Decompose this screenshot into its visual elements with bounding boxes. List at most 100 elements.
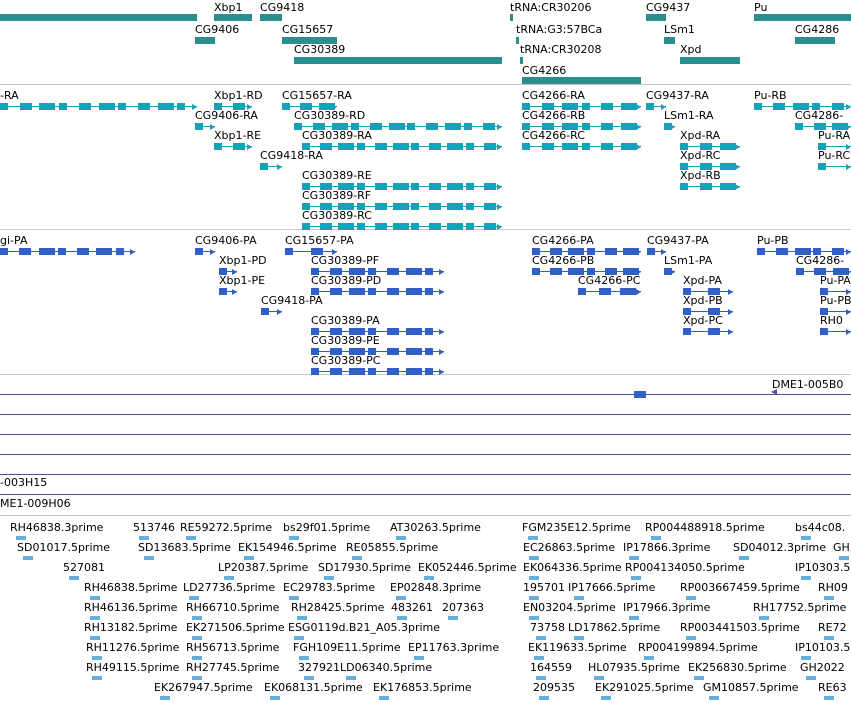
protein-exon[interactable] xyxy=(330,368,342,375)
gene-bar[interactable] xyxy=(646,14,666,21)
transcript-exon[interactable] xyxy=(484,143,496,150)
est-bar[interactable] xyxy=(144,556,154,560)
protein-exon[interactable] xyxy=(368,348,376,355)
protein-exon[interactable] xyxy=(820,288,828,295)
protein-exon[interactable] xyxy=(330,328,342,335)
transcript-exon[interactable] xyxy=(429,223,441,230)
transcript-exon[interactable] xyxy=(522,103,530,110)
transcript-exon[interactable] xyxy=(411,143,419,150)
transcript-exon[interactable] xyxy=(320,203,332,210)
est-bar[interactable] xyxy=(396,536,406,540)
transcript-exon[interactable] xyxy=(351,123,359,130)
protein-exon[interactable] xyxy=(311,348,319,355)
transcript-exon[interactable] xyxy=(445,123,461,130)
protein-exon[interactable] xyxy=(425,328,433,335)
transcript-exon[interactable] xyxy=(393,203,409,210)
transcript-exon[interactable] xyxy=(338,223,354,230)
transcript-exon[interactable] xyxy=(393,143,409,150)
est-bar[interactable] xyxy=(534,656,544,660)
protein-exon[interactable] xyxy=(578,288,586,295)
protein-exon[interactable] xyxy=(96,248,112,255)
est-bar[interactable] xyxy=(448,616,458,620)
transcript-exon[interactable] xyxy=(720,143,736,150)
est-bar[interactable] xyxy=(601,696,611,700)
transcript-exon[interactable] xyxy=(158,103,174,110)
transcript-exon[interactable] xyxy=(562,143,578,150)
transcript-exon[interactable] xyxy=(680,183,688,190)
protein-exon[interactable] xyxy=(311,328,319,335)
protein-exon[interactable] xyxy=(833,268,849,275)
protein-exon[interactable] xyxy=(387,268,399,275)
est-bar[interactable] xyxy=(536,676,546,680)
transcript-exon[interactable] xyxy=(357,183,365,190)
transcript-exon[interactable] xyxy=(214,103,222,110)
transcript-exon[interactable] xyxy=(302,203,310,210)
est-bar[interactable] xyxy=(424,576,434,580)
est-bar[interactable] xyxy=(294,636,304,640)
transcript-exon[interactable] xyxy=(562,103,578,110)
transcript-exon[interactable] xyxy=(447,203,463,210)
transcript-exon[interactable] xyxy=(393,183,409,190)
transcript-exon[interactable] xyxy=(484,223,496,230)
est-bar[interactable] xyxy=(801,576,811,580)
est-bar[interactable] xyxy=(759,616,769,620)
est-bar[interactable] xyxy=(23,556,33,560)
transcript-exon[interactable] xyxy=(621,123,637,130)
transcript-exon[interactable] xyxy=(39,103,55,110)
est-bar[interactable] xyxy=(414,656,424,660)
gene-bar[interactable] xyxy=(516,37,519,44)
est-bar[interactable] xyxy=(139,536,149,540)
transcript-exon[interactable] xyxy=(177,103,185,110)
transcript-exon[interactable] xyxy=(664,123,672,130)
transcript-exon[interactable] xyxy=(483,123,495,130)
protein-exon[interactable] xyxy=(261,308,269,315)
transcript-exon[interactable] xyxy=(320,183,332,190)
protein-exon[interactable] xyxy=(311,288,319,295)
est-bar[interactable] xyxy=(289,596,299,600)
gene-bar[interactable] xyxy=(664,37,675,44)
transcript-exon[interactable] xyxy=(542,143,554,150)
transcript-exon[interactable] xyxy=(447,183,463,190)
clone-line[interactable] xyxy=(0,454,851,455)
protein-exon[interactable] xyxy=(368,268,376,275)
est-bar[interactable] xyxy=(801,536,811,540)
protein-exon[interactable] xyxy=(330,348,342,355)
protein-exon[interactable] xyxy=(349,368,365,375)
protein-exon[interactable] xyxy=(368,368,376,375)
protein-exon[interactable] xyxy=(587,248,595,255)
transcript-exon[interactable] xyxy=(313,123,325,130)
transcript-exon[interactable] xyxy=(793,103,809,110)
protein-exon[interactable] xyxy=(406,328,422,335)
transcript-exon[interactable] xyxy=(812,103,820,110)
protein-exon[interactable] xyxy=(330,268,342,275)
transcript-exon[interactable] xyxy=(300,103,312,110)
protein-exon[interactable] xyxy=(599,288,611,295)
transcript-exon[interactable] xyxy=(582,103,590,110)
protein-exon[interactable] xyxy=(425,368,433,375)
gene-bar[interactable] xyxy=(680,57,740,64)
est-bar[interactable] xyxy=(160,696,170,700)
protein-exon[interactable] xyxy=(387,368,399,375)
transcript-exon[interactable] xyxy=(601,143,613,150)
transcript-exon[interactable] xyxy=(393,223,409,230)
transcript-exon[interactable] xyxy=(338,183,354,190)
est-bar[interactable] xyxy=(529,596,539,600)
protein-exon[interactable] xyxy=(219,268,227,275)
clone-line[interactable] xyxy=(0,394,851,395)
protein-exon[interactable] xyxy=(820,308,828,315)
est-bar[interactable] xyxy=(574,636,584,640)
transcript-exon[interactable] xyxy=(302,143,310,150)
transcript-exon[interactable] xyxy=(302,183,310,190)
transcript-exon[interactable] xyxy=(294,123,302,130)
est-bar[interactable] xyxy=(192,656,202,660)
transcript-exon[interactable] xyxy=(214,143,222,150)
protein-exon[interactable] xyxy=(708,288,720,295)
gene-bar[interactable] xyxy=(522,77,641,84)
gene-bar[interactable] xyxy=(520,57,523,64)
protein-exon[interactable] xyxy=(550,248,562,255)
transcript-exon[interactable] xyxy=(138,103,150,110)
est-bar[interactable] xyxy=(224,576,234,580)
est-bar[interactable] xyxy=(529,556,539,560)
transcript-exon[interactable] xyxy=(375,143,387,150)
transcript-exon[interactable] xyxy=(700,183,712,190)
